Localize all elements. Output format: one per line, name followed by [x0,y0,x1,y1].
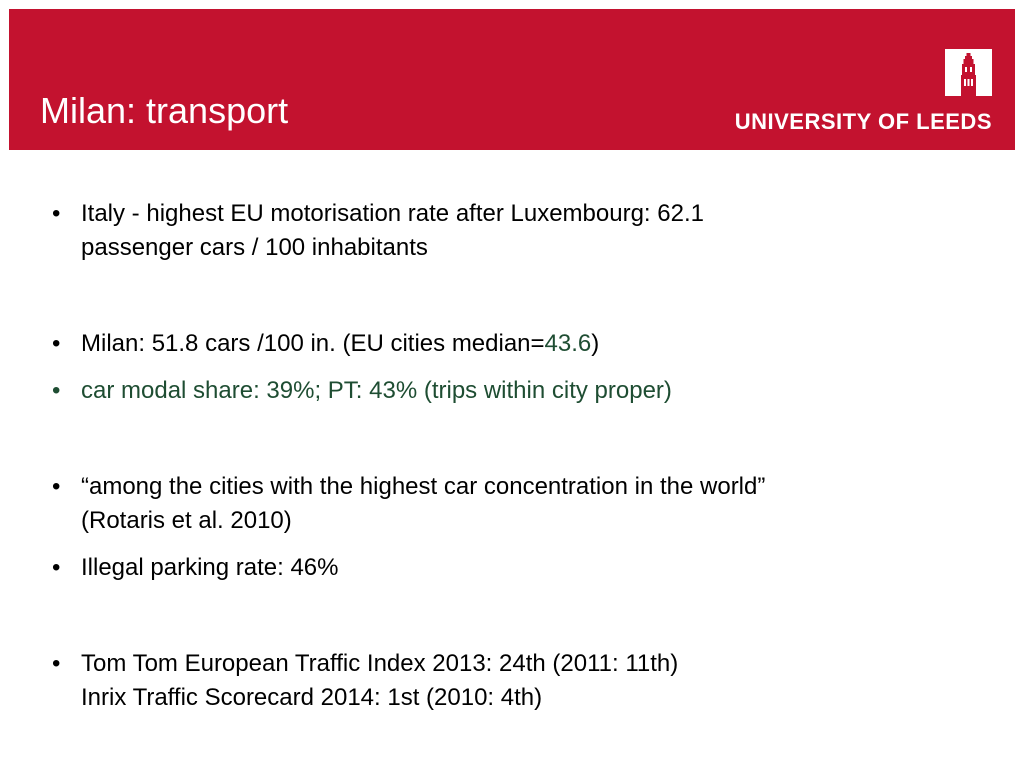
bullet-dot: • [52,554,61,581]
bullet-motorisation-rate: • Italy - highest EU motorisation rate a… [48,197,948,265]
bullet-dot: • [52,650,61,677]
bullet-traffic-rankings: • Tom Tom European Traffic Index 2013: 2… [48,647,948,715]
bullet-line: Inrix Traffic Scorecard 2014: 1st (2010:… [81,684,543,711]
university-wordmark: UNIVERSITY OF LEEDS [734,109,992,134]
bullet-line: Italy - highest EU motorisation rate aft… [81,200,704,227]
bullet-line: Milan: 51.8 cars /100 in. (EU cities med… [81,327,948,361]
bullet-dot: • [52,377,61,404]
eu-median-value: 43.6 [544,330,592,357]
slide-title: Milan: transport [40,90,289,131]
bullet-line: “among the cities with the highest car c… [81,473,766,500]
university-tower-icon [945,49,992,96]
bullet-line: passenger cars / 100 inhabitants [81,234,428,261]
bullet-text: Milan: 51.8 cars /100 in. (EU cities med… [81,330,545,357]
bullet-dot: • [52,330,61,357]
bullet-line: (Rotaris et al. 2010) [81,507,292,534]
bullet-list: • Italy - highest EU motorisation rate a… [48,197,948,715]
bullet-milan-cars: • Milan: 51.8 cars /100 in. (EU cities m… [48,327,948,361]
bullet-line: Illegal parking rate: 46% [81,554,339,581]
bullet-line: car modal share: 39%; PT: 43% (trips wit… [81,377,672,404]
bullet-line: Tom Tom European Traffic Index 2013: 24t… [81,650,679,677]
header-band: Milan: transport UNIVERSITY OF LEEDS [9,9,1015,150]
bullet-car-concentration: • “among the cities with the highest car… [48,470,948,538]
bullet-dot: • [52,473,61,500]
bullet-dot: • [52,200,61,227]
bullet-illegal-parking: • Illegal parking rate: 46% [48,551,948,585]
university-logo: UNIVERSITY OF LEEDS [727,49,1007,139]
bullet-text: ) [591,330,600,357]
bullet-modal-share: • car modal share: 39%; PT: 43% (trips w… [48,374,948,408]
